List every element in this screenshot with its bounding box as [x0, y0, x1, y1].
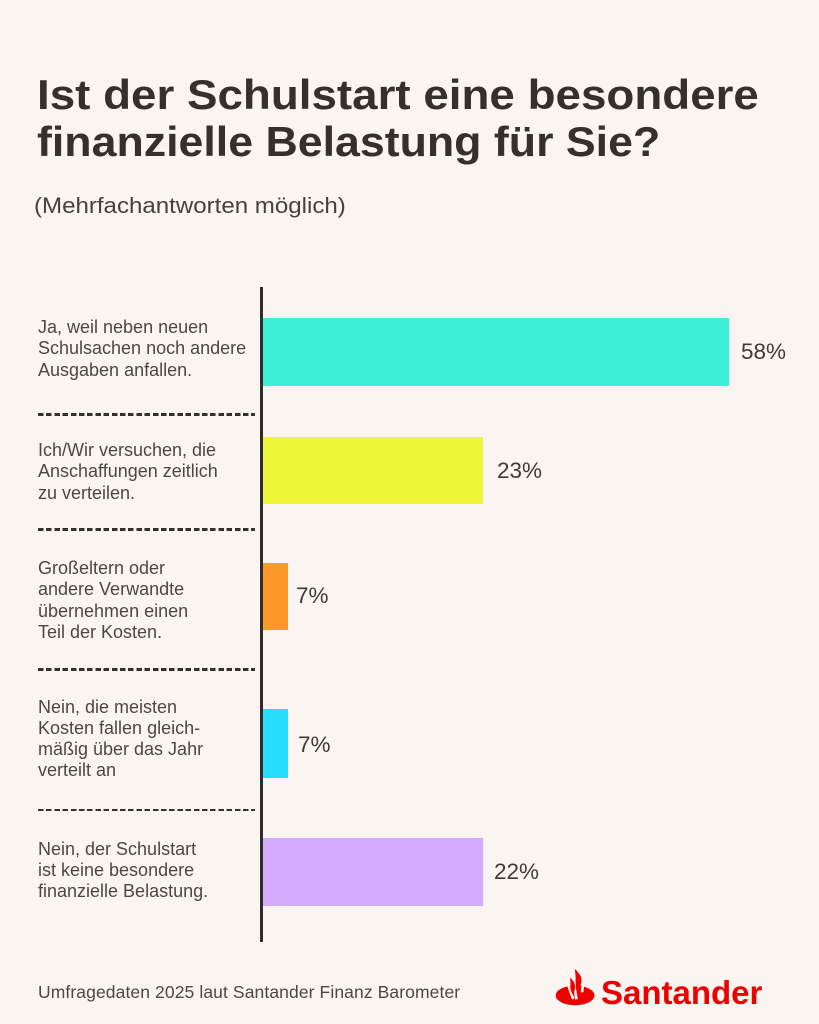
svg-text:Santander: Santander	[601, 974, 763, 1011]
